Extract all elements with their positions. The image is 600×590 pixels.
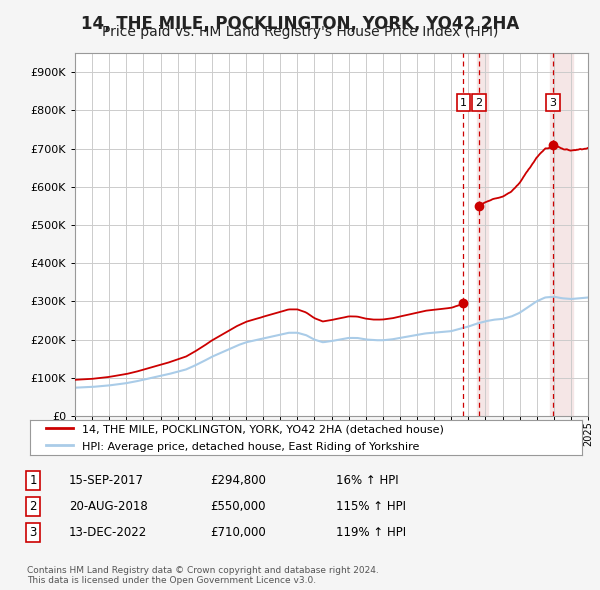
- Text: 14, THE MILE, POCKLINGTON, YORK, YO42 2HA: 14, THE MILE, POCKLINGTON, YORK, YO42 2H…: [81, 15, 519, 33]
- Text: 16% ↑ HPI: 16% ↑ HPI: [336, 474, 398, 487]
- Text: 3: 3: [29, 526, 37, 539]
- Text: 2: 2: [476, 98, 482, 108]
- Text: £710,000: £710,000: [210, 526, 266, 539]
- Text: 20-AUG-2018: 20-AUG-2018: [69, 500, 148, 513]
- Text: £550,000: £550,000: [210, 500, 265, 513]
- Text: 2: 2: [29, 500, 37, 513]
- Text: 119% ↑ HPI: 119% ↑ HPI: [336, 526, 406, 539]
- Text: 115% ↑ HPI: 115% ↑ HPI: [336, 500, 406, 513]
- Text: 13-DEC-2022: 13-DEC-2022: [69, 526, 147, 539]
- Legend: 14, THE MILE, POCKLINGTON, YORK, YO42 2HA (detached house), HPI: Average price, : 14, THE MILE, POCKLINGTON, YORK, YO42 2H…: [41, 419, 449, 456]
- Text: 1: 1: [29, 474, 37, 487]
- Text: £294,800: £294,800: [210, 474, 266, 487]
- Text: Price paid vs. HM Land Registry's House Price Index (HPI): Price paid vs. HM Land Registry's House …: [102, 25, 498, 40]
- Text: 15-SEP-2017: 15-SEP-2017: [69, 474, 144, 487]
- Bar: [476, 53, 488, 416]
- Text: 1: 1: [460, 98, 467, 108]
- Bar: [550, 53, 574, 416]
- Text: Contains HM Land Registry data © Crown copyright and database right 2024.
This d: Contains HM Land Registry data © Crown c…: [27, 566, 379, 585]
- Text: 3: 3: [550, 98, 556, 108]
